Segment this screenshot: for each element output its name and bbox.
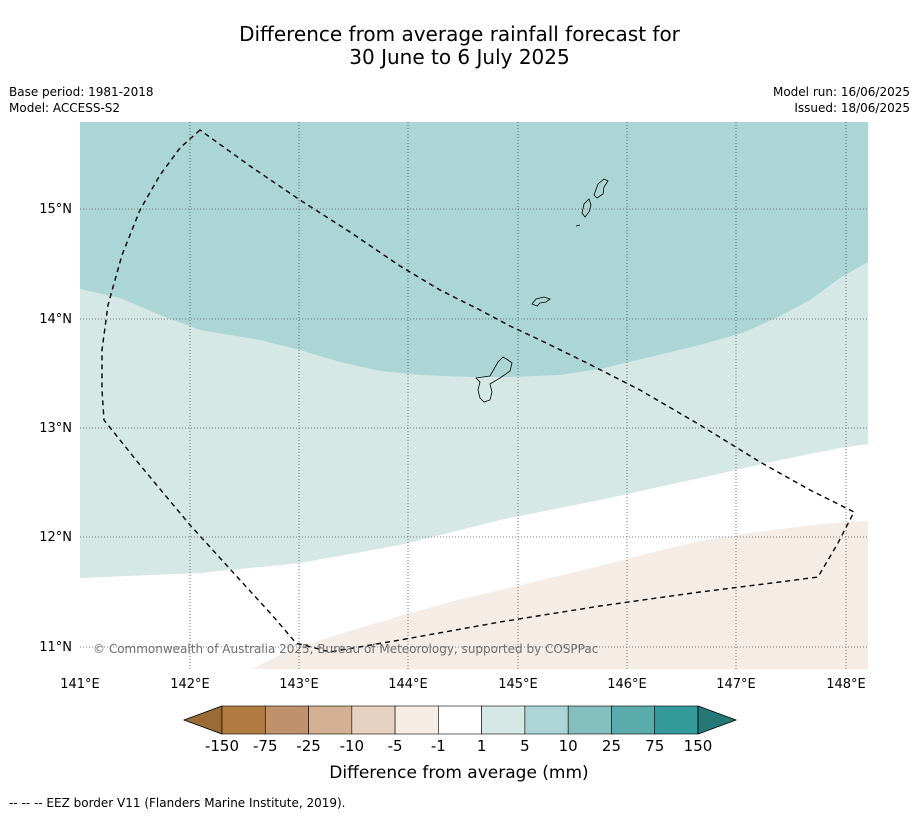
lat-label: 11°N bbox=[39, 640, 72, 655]
colorbar-tick-label: 150 bbox=[684, 737, 713, 755]
issued-date: Issued: 18/06/2025 bbox=[794, 101, 910, 115]
guam-island bbox=[475, 356, 513, 403]
lat-label: 14°N bbox=[39, 312, 72, 327]
colorbar-extend-high bbox=[697, 705, 738, 735]
base-period: Base period: 1981-2018 bbox=[9, 85, 154, 99]
colorbar-swatch bbox=[567, 705, 612, 735]
eez-border bbox=[101, 129, 855, 653]
colorbar-tick-label: 10 bbox=[559, 737, 578, 755]
lon-label: 145°E bbox=[498, 677, 538, 692]
map-area: © Commonwealth of Australia 2025, Bureau… bbox=[80, 122, 868, 669]
rota-island bbox=[531, 296, 551, 307]
colorbar-tick-label: 1 bbox=[477, 737, 487, 755]
colorbar-tick-label: 25 bbox=[602, 737, 621, 755]
colorbar-extend-low bbox=[182, 705, 223, 735]
lon-label: 142°E bbox=[170, 677, 210, 692]
lat-label: 13°N bbox=[39, 421, 72, 436]
colorbar-tick-label: -1 bbox=[431, 737, 446, 755]
eez-legend: -- -- -- EEZ border V11 (Flanders Marine… bbox=[9, 796, 346, 810]
saipan-island bbox=[593, 178, 609, 199]
lat-tick-labels: 15°N 14°N 13°N 12°N 11°N bbox=[39, 202, 72, 655]
lat-label: 12°N bbox=[39, 530, 72, 545]
colorbar-swatch bbox=[524, 705, 569, 735]
title-line-1: Difference from average rainfall forecas… bbox=[239, 22, 680, 46]
colorbar-tick-label: -150 bbox=[205, 737, 239, 755]
tinian-island bbox=[581, 198, 592, 218]
copyright-text: © Commonwealth of Australia 2025, Bureau… bbox=[93, 642, 598, 656]
title-line-2: 30 June to 6 July 2025 bbox=[349, 45, 570, 69]
lon-tick-labels: 141°E 142°E 143°E 144°E 145°E 146°E 147°… bbox=[60, 677, 866, 692]
lon-label: 146°E bbox=[607, 677, 647, 692]
colorbar-tick-label: -25 bbox=[296, 737, 321, 755]
colorbar-title: Difference from average (mm) bbox=[329, 763, 588, 783]
model-run: Model run: 16/06/2025 bbox=[772, 85, 910, 99]
colorbar-tick-label: -10 bbox=[340, 737, 365, 755]
drier-1-5-region bbox=[252, 521, 868, 669]
lat-label: 15°N bbox=[39, 202, 72, 217]
colorbar-tick-label: 5 bbox=[520, 737, 530, 755]
colorbar-tick-label: 75 bbox=[645, 737, 664, 755]
colorbar-swatch bbox=[481, 705, 526, 735]
aguijan-island bbox=[575, 224, 581, 227]
colorbar-swatch bbox=[654, 705, 699, 735]
map-title: Difference from average rainfall forecas… bbox=[0, 23, 919, 69]
wetter-5-10-region bbox=[80, 122, 868, 377]
colorbar-tick-label: -5 bbox=[388, 737, 403, 755]
lon-label: 143°E bbox=[279, 677, 319, 692]
colorbar-swatch bbox=[611, 705, 656, 735]
colorbar-swatch bbox=[351, 705, 396, 735]
graticule bbox=[80, 122, 868, 669]
colorbar-swatch bbox=[438, 705, 482, 735]
lon-label: 147°E bbox=[716, 677, 756, 692]
colorbar: -150 -75 -25 -10 -5 -1 1 5 10 25 75 150 bbox=[182, 705, 738, 755]
colorbar-swatch bbox=[394, 705, 439, 735]
colorbar-swatch bbox=[264, 705, 309, 735]
colorbar-tick-label: -75 bbox=[253, 737, 278, 755]
lon-label: 148°E bbox=[826, 677, 866, 692]
colorbar-swatch bbox=[221, 705, 266, 735]
meta-right: Model run: 16/06/2025 Issued: 18/06/2025 bbox=[773, 84, 910, 116]
model-name: Model: ACCESS-S2 bbox=[9, 101, 121, 115]
lon-label: 141°E bbox=[60, 677, 100, 692]
colorbar-swatch bbox=[308, 705, 353, 735]
islands bbox=[475, 178, 609, 403]
lon-label: 144°E bbox=[388, 677, 428, 692]
meta-left: Base period: 1981-2018 Model: ACCESS-S2 bbox=[9, 84, 154, 116]
